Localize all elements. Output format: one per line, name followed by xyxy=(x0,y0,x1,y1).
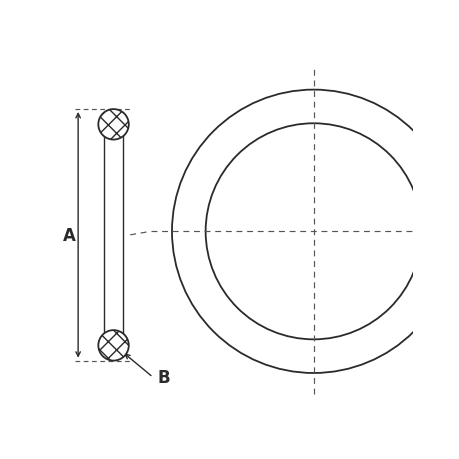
Circle shape xyxy=(98,330,129,361)
Text: B: B xyxy=(157,369,170,386)
Circle shape xyxy=(98,110,129,140)
Text: A: A xyxy=(63,226,76,244)
